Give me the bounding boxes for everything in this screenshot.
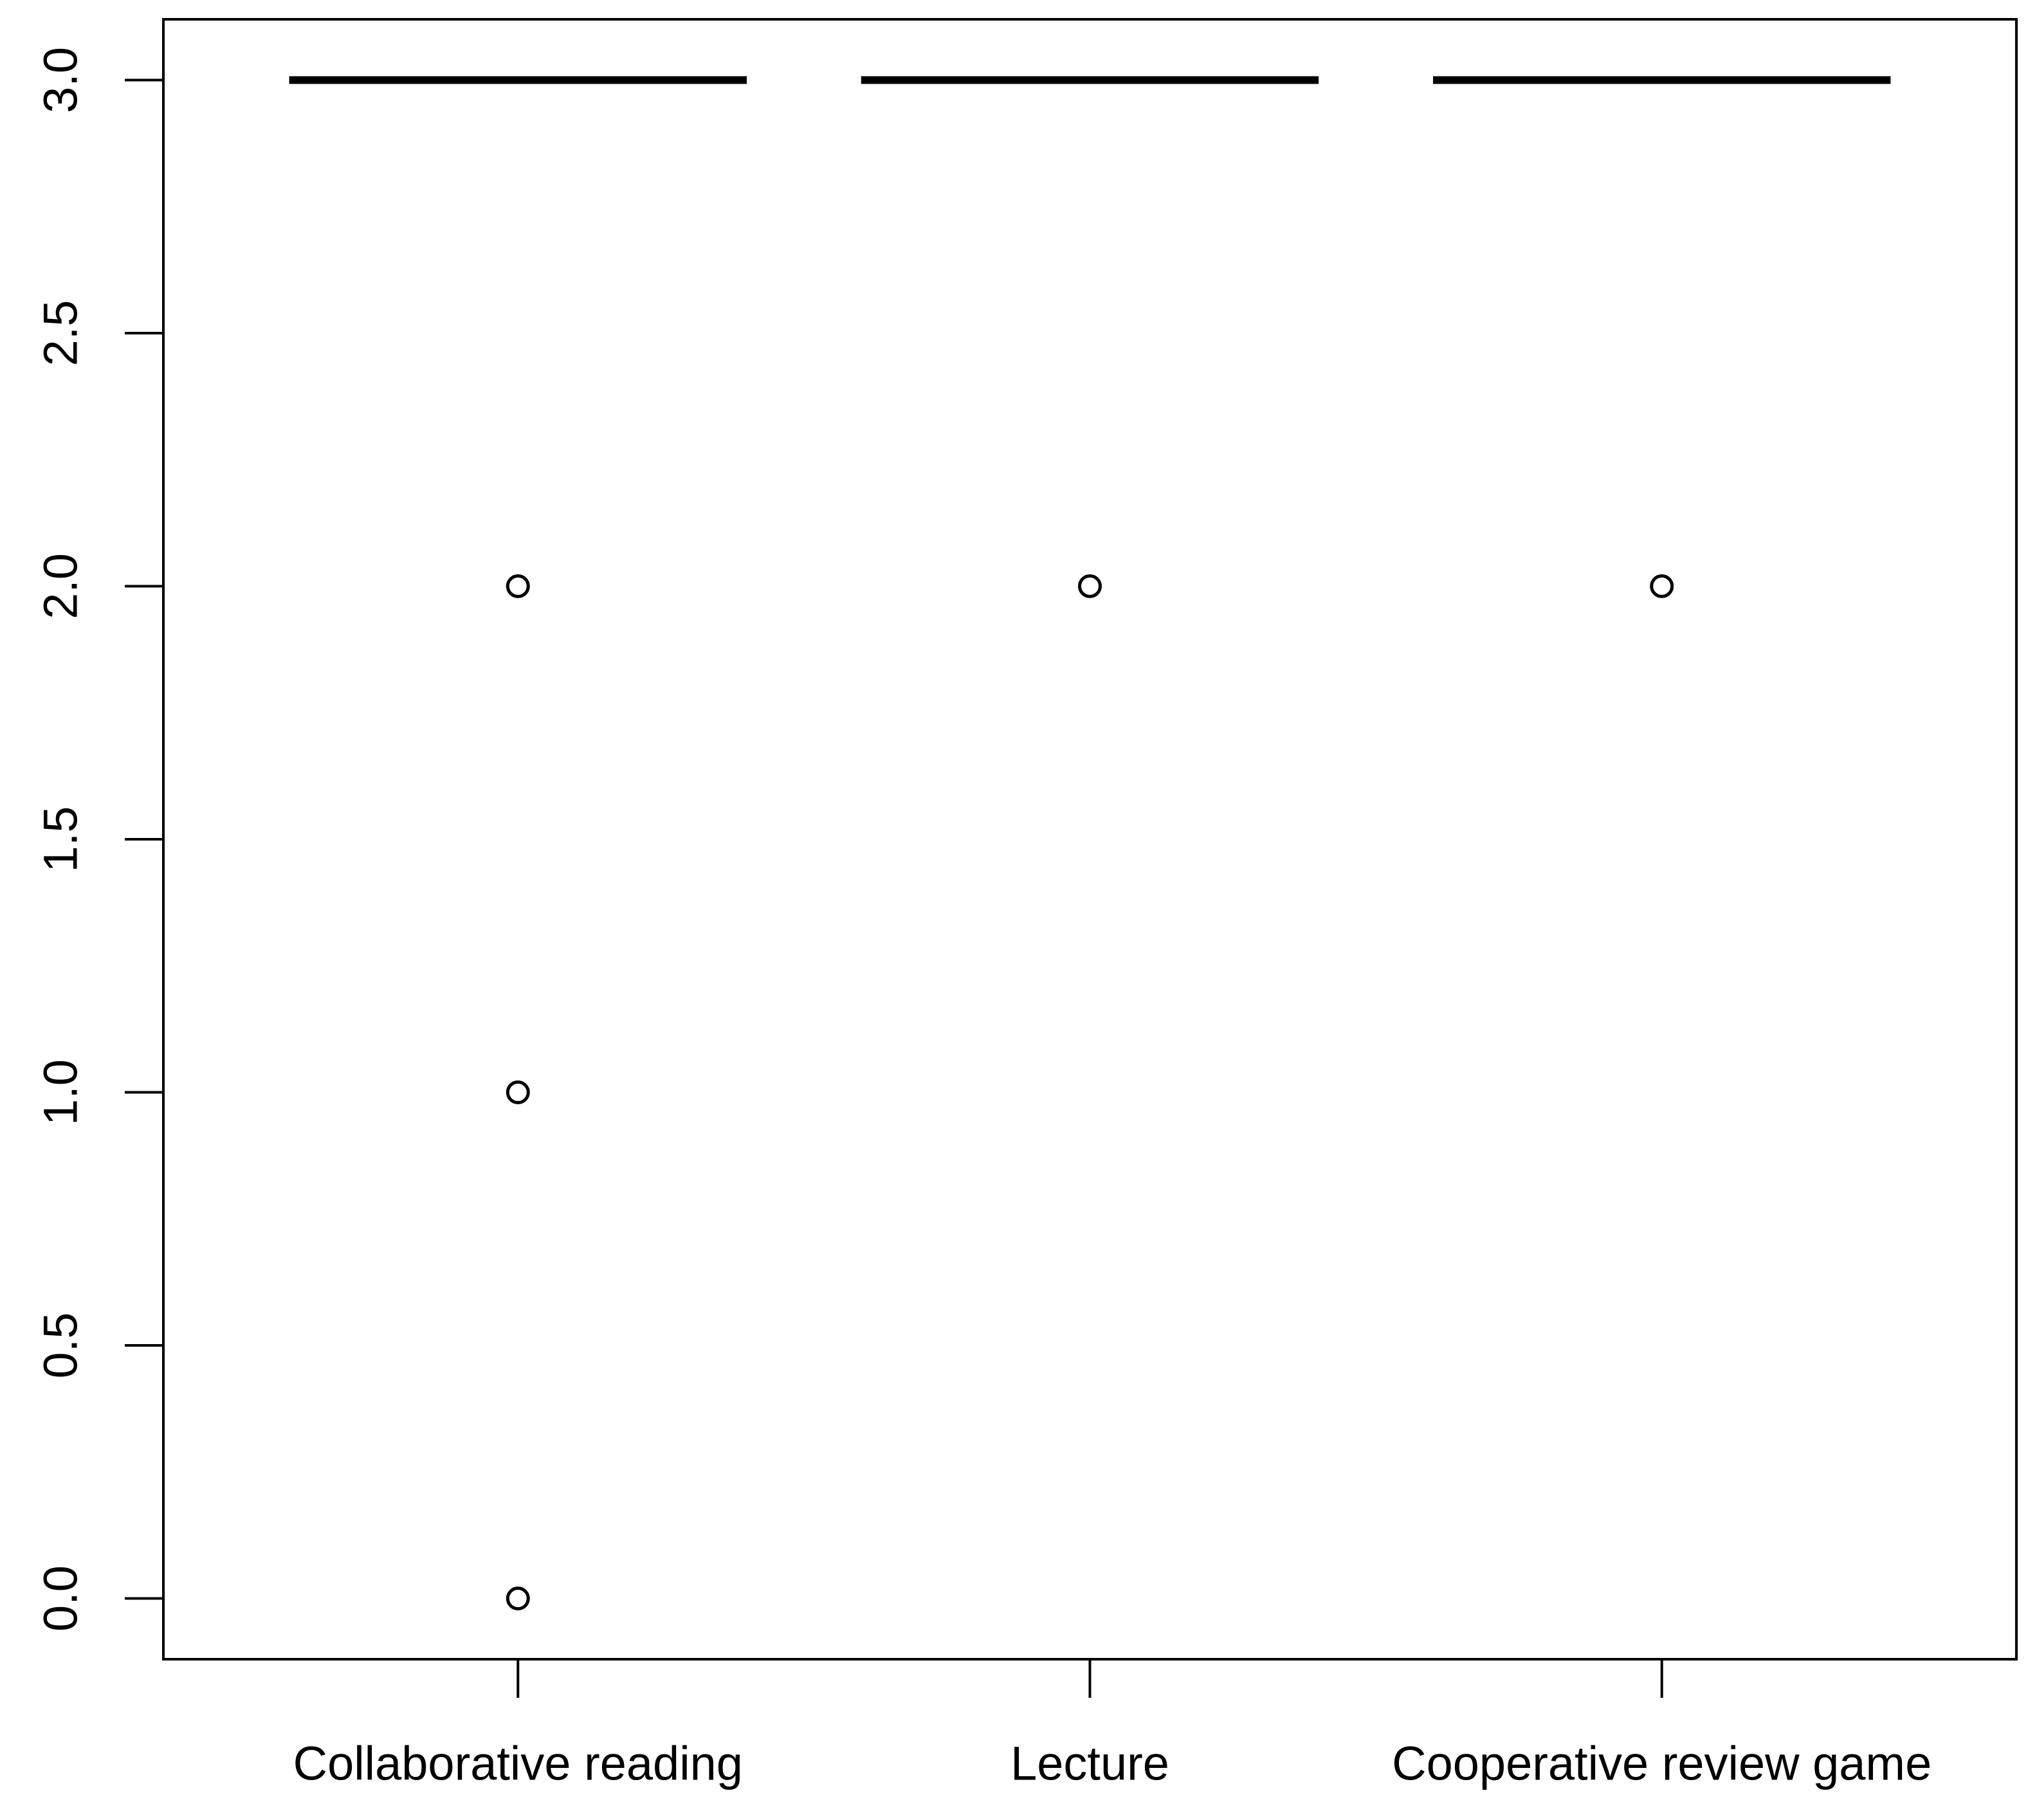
y-tick-label: 1.0 — [34, 1059, 87, 1125]
x-tick-label: Lecture — [1010, 1737, 1169, 1790]
x-tick-label: Collaborative reading — [293, 1737, 743, 1790]
x-tick-label: Cooperative review game — [1392, 1737, 1932, 1790]
y-tick-label: 1.5 — [34, 806, 87, 873]
outlier — [1650, 574, 1674, 598]
plot-frame — [162, 18, 2018, 1661]
outlier — [506, 1587, 530, 1611]
y-tick-label: 3.0 — [34, 47, 87, 113]
y-tick-label: 0.5 — [34, 1313, 87, 1379]
y-tick-label: 2.0 — [34, 553, 87, 619]
outlier — [1078, 574, 1102, 598]
y-tick-label: 2.5 — [34, 300, 87, 367]
y-tick-label: 0.0 — [34, 1565, 87, 1632]
outlier — [506, 574, 530, 598]
outlier — [506, 1080, 530, 1105]
